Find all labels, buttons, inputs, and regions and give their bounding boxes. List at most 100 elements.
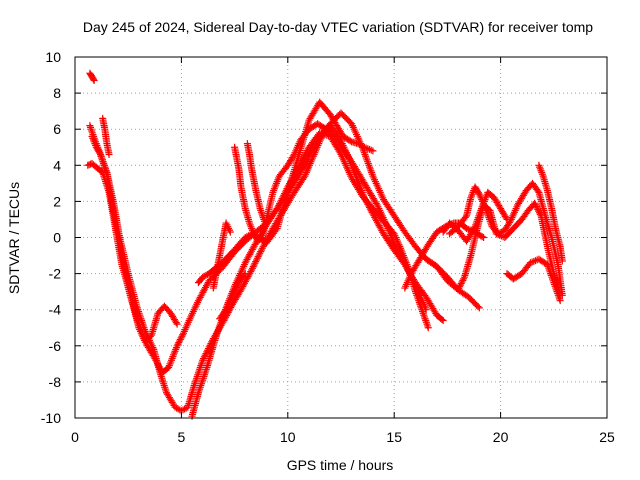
data-point [457,280,465,288]
series-trace-5 [194,98,377,287]
data-point [438,315,446,323]
data-point [397,252,405,260]
data-point [176,337,184,345]
y-tick-label: -4 [49,302,62,318]
data-point [558,257,566,265]
data-point [366,145,374,153]
data-point [173,342,181,350]
data-point [176,335,184,343]
data-point [195,367,203,375]
data-point [391,241,399,249]
data-point [226,228,234,236]
data-point [395,249,403,257]
y-tick-label: 6 [53,121,61,137]
series-trace-15 [535,161,566,265]
data-point [87,125,95,133]
data-point [502,214,510,222]
data-point [528,258,536,266]
data-point [233,282,241,290]
y-tick-label: -8 [49,374,62,390]
data-point [556,297,564,305]
data-point [232,283,240,291]
y-axis-title: SDTVAR / TECUs [6,182,22,294]
y-tick-label: -2 [49,266,62,282]
data-point [199,376,207,384]
y-tick-label: 4 [53,157,61,173]
data-point [190,382,198,390]
data-point [172,319,180,327]
data-point [248,264,256,272]
data-point [247,268,255,276]
series-trace-9 [216,270,249,323]
data-point [257,206,265,214]
data-point [86,122,94,130]
data-point [194,389,202,397]
ticks: 0 5 10 15 20 25 -10 -8 -6 -4 -2 0 2 4 6 8 10 [41,49,615,445]
data-point [199,356,207,364]
chart-title: Day 245 of 2024, Sidereal Day-to-day VTE… [83,19,593,35]
data-point [248,266,256,274]
data-point [202,367,210,375]
data-point [474,303,482,311]
data-point [257,246,265,254]
data-point [274,203,282,211]
data-point [439,317,447,325]
data-point [530,257,538,265]
data-point [232,285,240,293]
data-point [460,275,468,283]
data-point [194,371,202,379]
data-point [454,286,462,294]
y-tick-label: 10 [45,49,61,65]
data-point [199,374,207,382]
data-point [193,372,201,380]
data-point [240,271,248,279]
series-trace-8 [243,140,268,225]
data-point [229,290,237,298]
data-point [424,324,432,332]
data-point [258,210,266,218]
data-point [393,244,401,252]
data-point [197,382,205,390]
data-point [96,149,104,157]
data-point [474,189,482,197]
data-point [200,372,208,380]
data-point [364,145,372,153]
data-point [480,234,488,241]
data-point [464,225,472,233]
data-point [196,385,204,393]
data-point [257,248,265,256]
data-point [369,147,377,155]
data-point [272,226,280,234]
data-point [181,405,189,413]
data-point [177,334,185,342]
data-point [458,278,466,286]
y-tick-label: -6 [49,338,62,354]
data-point [194,369,202,377]
y-tick-label: 2 [53,193,61,209]
data-point [456,283,464,291]
x-tick-label: 25 [599,429,615,445]
data-point [533,204,541,212]
data-point [174,405,182,413]
data-point [198,378,206,386]
data-point [531,201,539,209]
data-point [179,331,187,339]
data-point [256,249,264,257]
x-tick-label: 15 [386,429,402,445]
data-point [255,251,263,259]
data-point [392,242,400,250]
data-point [197,362,205,370]
series-trace-10 [86,69,98,84]
data-point [463,224,471,232]
data-point [362,144,370,152]
data-point [390,239,398,247]
data-point [201,369,209,377]
data-point [87,123,95,131]
data-point [230,288,238,296]
data-series [84,69,566,420]
data-point [470,224,478,232]
x-tick-label: 20 [493,429,509,445]
data-point [174,340,182,348]
y-tick-label: 0 [53,230,61,246]
